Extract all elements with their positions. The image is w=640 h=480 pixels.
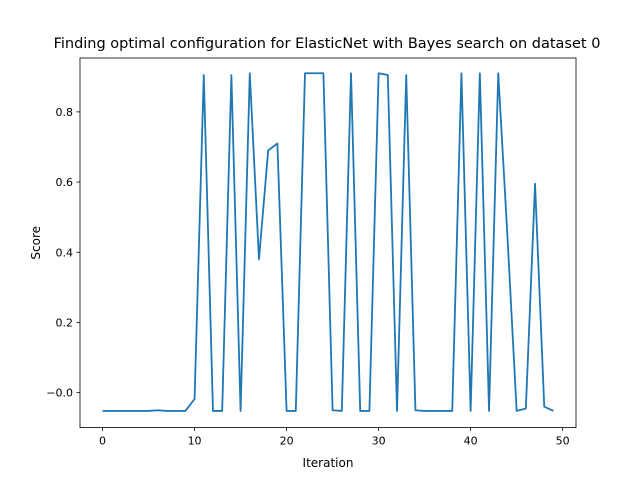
y-axis: −0.0 0.2 0.4 0.6 0.8 <box>46 106 80 400</box>
y-tick-label: 0.4 <box>56 246 74 259</box>
x-tick-label: 0 <box>99 435 106 448</box>
chart-title: Finding optimal configuration for Elasti… <box>54 36 601 52</box>
plot-area <box>102 72 554 412</box>
x-tick-label: 40 <box>464 435 478 448</box>
y-tick-label: 0.8 <box>56 106 74 119</box>
series-line <box>102 72 554 412</box>
x-tick-label: 20 <box>280 435 294 448</box>
x-axis-label: Iteration <box>303 456 354 470</box>
x-tick-label: 50 <box>556 435 570 448</box>
x-tick-label: 30 <box>372 435 386 448</box>
y-tick-label: −0.0 <box>46 387 73 400</box>
y-tick-label: 0.2 <box>56 316 74 329</box>
y-tick-label: 0.6 <box>56 176 74 189</box>
x-axis: 0 10 20 30 40 50 <box>99 427 570 448</box>
y-axis-label: Score <box>29 226 43 260</box>
x-tick-label: 10 <box>188 435 202 448</box>
axes-frame <box>79 57 577 429</box>
